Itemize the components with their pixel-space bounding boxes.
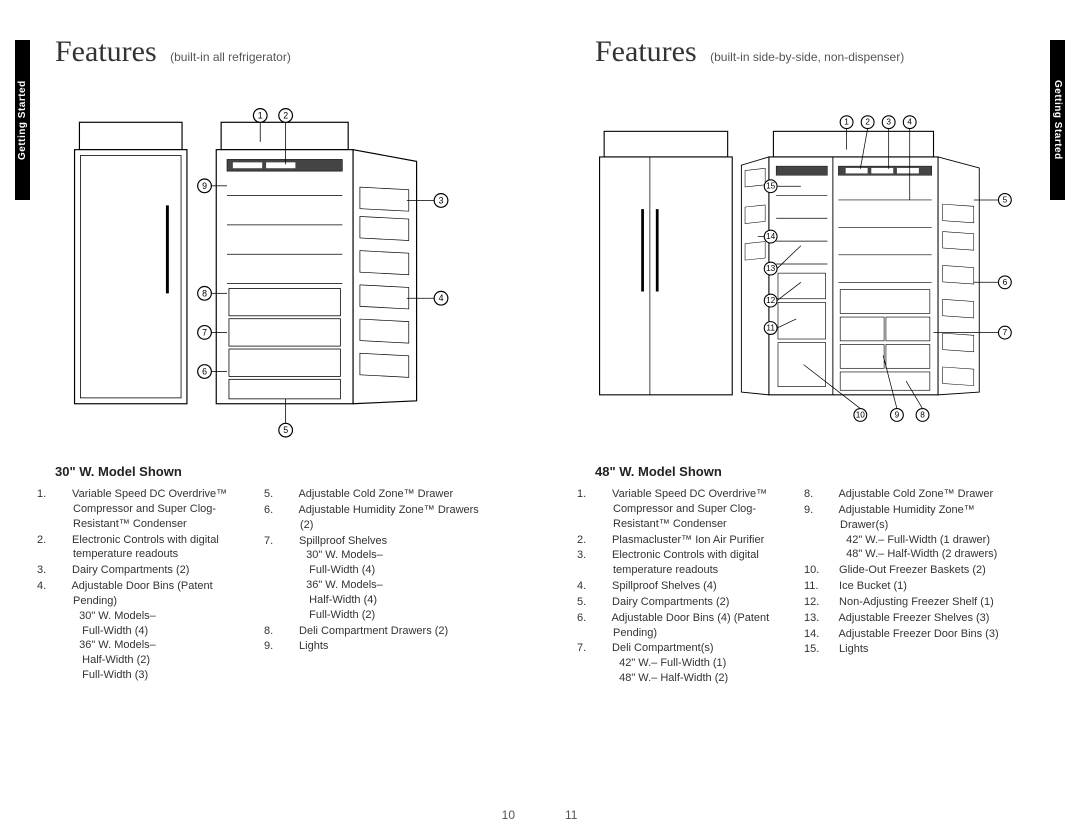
spread: Features (built-in all refrigerator) xyxy=(0,0,1080,834)
svg-text:3: 3 xyxy=(439,195,444,205)
page-number-left: 10 xyxy=(502,808,515,822)
page-number-right: 11 xyxy=(565,808,577,822)
svg-text:7: 7 xyxy=(202,327,207,337)
svg-text:2: 2 xyxy=(283,110,288,120)
feature-item: 3. Electronic Controls with digital temp… xyxy=(595,548,798,578)
feature-item: 14. Adjustable Freezer Door Bins (3) xyxy=(822,627,1025,642)
feature-item: 15. Lights xyxy=(822,642,1025,657)
svg-text:4: 4 xyxy=(439,293,444,303)
page-right: Features (built-in side-by-side, non-dis… xyxy=(540,0,1080,834)
feature-item: 9. Adjustable Humidity Zone™ Drawer(s) 4… xyxy=(822,503,1025,562)
svg-text:13: 13 xyxy=(766,264,776,273)
figure-right: 1 2 3 4 5 6 7 8 9 10 11 12 13 14 15 xyxy=(595,84,1025,444)
feature-item: 7. Spillproof Shelves 30" W. Models– Ful… xyxy=(282,534,485,623)
heading-sub: (built-in side-by-side, non-dispenser) xyxy=(710,50,904,64)
svg-text:8: 8 xyxy=(920,410,925,419)
feature-item: 6. Adjustable Door Bins (4) (Patent Pend… xyxy=(595,611,798,641)
feature-item: 2. Electronic Controls with digital temp… xyxy=(55,533,258,563)
feature-item: 13. Adjustable Freezer Shelves (3) xyxy=(822,611,1025,626)
feature-item: 5. Adjustable Cold Zone™ Drawer xyxy=(282,487,485,502)
feature-item: 1. Variable Speed DC Overdrive™ Compress… xyxy=(595,487,798,532)
svg-text:9: 9 xyxy=(895,410,900,419)
feature-item: 7. Deli Compartment(s) 42" W.– Full-Widt… xyxy=(595,641,798,686)
col-b: 5. Adjustable Cold Zone™ Drawer6. Adjust… xyxy=(282,487,485,684)
feature-item: 5. Dairy Compartments (2) xyxy=(595,595,798,610)
sbs-closed xyxy=(600,131,733,394)
feature-list-left: 1. Variable Speed DC Overdrive™ Compress… xyxy=(55,487,485,684)
model-title-right: 48" W. Model Shown xyxy=(595,464,1025,479)
svg-text:12: 12 xyxy=(766,296,776,305)
feature-item: 12. Non-Adjusting Freezer Shelf (1) xyxy=(822,595,1025,610)
feature-item: 2. Plasmacluster™ Ion Air Purifier xyxy=(595,533,798,548)
feature-item: 9. Lights xyxy=(282,639,485,654)
heading-sub: (built-in all refrigerator) xyxy=(170,50,291,64)
col-a: 1. Variable Speed DC Overdrive™ Compress… xyxy=(55,487,258,684)
feature-item: 4. Adjustable Door Bins (Patent Pending)… xyxy=(55,579,258,683)
feature-list-right: 1. Variable Speed DC Overdrive™ Compress… xyxy=(595,487,1025,687)
feature-item: 4. Spillproof Shelves (4) xyxy=(595,579,798,594)
svg-text:9: 9 xyxy=(202,181,207,191)
svg-text:10: 10 xyxy=(856,410,866,419)
svg-text:11: 11 xyxy=(766,324,775,333)
heading-main: Features xyxy=(55,35,157,68)
svg-text:15: 15 xyxy=(766,182,776,191)
svg-text:1: 1 xyxy=(844,118,849,127)
svg-text:2: 2 xyxy=(865,118,870,127)
col-a: 1. Variable Speed DC Overdrive™ Compress… xyxy=(595,487,798,687)
figure-left: 1 2 3 4 5 6 7 8 9 xyxy=(55,84,485,444)
svg-text:1: 1 xyxy=(258,110,263,120)
col-b: 8. Adjustable Cold Zone™ Drawer9. Adjust… xyxy=(822,487,1025,687)
svg-text:14: 14 xyxy=(766,232,776,241)
heading-main: Features xyxy=(595,35,697,68)
heading-left: Features (built-in all refrigerator) xyxy=(55,35,485,69)
sbs-open xyxy=(741,131,979,394)
feature-item: 6. Adjustable Humidity Zone™ Drawers (2) xyxy=(282,503,485,533)
svg-text:6: 6 xyxy=(1003,278,1008,287)
svg-text:3: 3 xyxy=(886,118,891,127)
svg-text:6: 6 xyxy=(202,367,207,377)
svg-text:8: 8 xyxy=(202,288,207,298)
feature-item: 8. Deli Compartment Drawers (2) xyxy=(282,624,485,639)
fridge-closed xyxy=(75,122,187,403)
feature-item: 10. Glide-Out Freezer Baskets (2) xyxy=(822,563,1025,578)
model-title-left: 30" W. Model Shown xyxy=(55,464,485,479)
svg-text:5: 5 xyxy=(1003,195,1008,204)
heading-right: Features (built-in side-by-side, non-dis… xyxy=(595,35,1025,69)
feature-item: 11. Ice Bucket (1) xyxy=(822,579,1025,594)
svg-text:5: 5 xyxy=(283,425,288,435)
feature-item: 1. Variable Speed DC Overdrive™ Compress… xyxy=(55,487,258,532)
svg-text:7: 7 xyxy=(1003,328,1008,337)
page-left: Features (built-in all refrigerator) xyxy=(0,0,540,834)
fridge-open xyxy=(216,122,416,403)
svg-text:4: 4 xyxy=(907,118,912,127)
feature-item: 3. Dairy Compartments (2) xyxy=(55,563,258,578)
feature-item: 8. Adjustable Cold Zone™ Drawer xyxy=(822,487,1025,502)
